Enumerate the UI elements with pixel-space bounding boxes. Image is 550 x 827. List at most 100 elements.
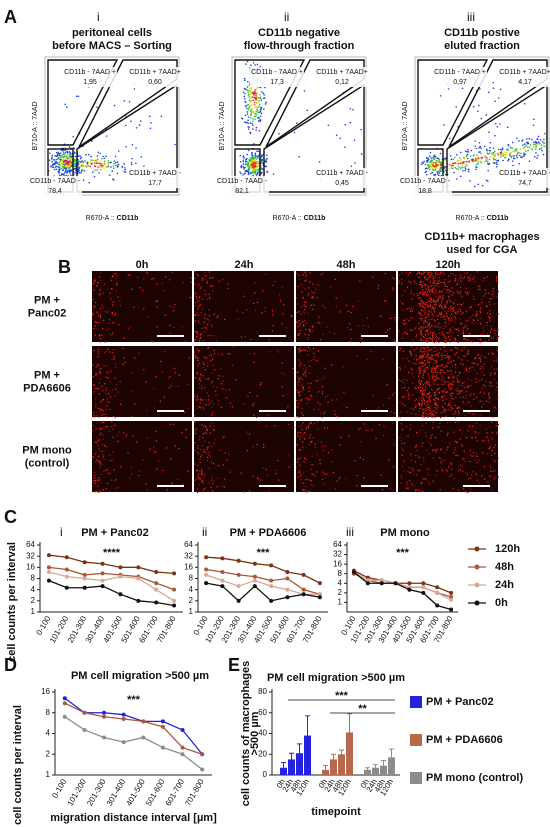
- cell: [448, 382, 450, 384]
- cell: [431, 348, 433, 350]
- data-point: [160, 745, 165, 750]
- cell: [430, 435, 432, 437]
- cell: [455, 440, 457, 443]
- cell: [420, 273, 422, 275]
- legend-label: 120h: [495, 543, 520, 555]
- cell: [115, 487, 117, 489]
- cell: [112, 275, 115, 277]
- cell: [444, 372, 446, 374]
- cell: [392, 466, 395, 468]
- cell: [217, 314, 219, 317]
- cell: [200, 287, 202, 289]
- cell: [111, 425, 113, 428]
- cell: [203, 408, 205, 410]
- event-dot: [509, 152, 512, 154]
- cell: [450, 279, 452, 282]
- cell: [461, 445, 463, 447]
- cell: [490, 381, 492, 384]
- cell: [331, 461, 333, 463]
- data-point: [100, 584, 105, 589]
- cell: [479, 311, 482, 313]
- gate-label: CD11b + 7AAD -: [499, 170, 550, 177]
- cell: [347, 310, 350, 313]
- cell: [158, 460, 160, 462]
- cell: [98, 371, 101, 373]
- event-dot: [257, 111, 259, 113]
- cell: [111, 358, 113, 360]
- cell: [453, 302, 455, 304]
- cell: [323, 427, 326, 429]
- cell: [454, 412, 456, 414]
- cell: [459, 469, 461, 471]
- y-axis-label: B710-A :: 7AAD: [32, 101, 39, 150]
- cell: [430, 309, 432, 311]
- cell: [458, 406, 460, 408]
- data-point: [180, 727, 185, 732]
- cell: [463, 338, 465, 340]
- event-dot: [480, 147, 482, 149]
- cell: [431, 377, 433, 379]
- cell: [305, 375, 307, 377]
- cell: [95, 461, 97, 463]
- cell: [314, 446, 316, 448]
- cell: [392, 289, 394, 291]
- event-dot: [252, 111, 254, 114]
- event-dot: [465, 160, 468, 163]
- event-dot: [542, 145, 545, 147]
- cell: [415, 347, 417, 349]
- cell: [437, 405, 439, 407]
- cell: [199, 296, 201, 298]
- cell: [174, 304, 176, 306]
- event-dot: [96, 169, 99, 172]
- data-point: [252, 578, 257, 583]
- y-tick-label: 2: [189, 596, 194, 605]
- cell: [283, 373, 285, 376]
- cell: [248, 353, 251, 355]
- cell: [466, 293, 469, 295]
- cell: [440, 290, 443, 292]
- cell: [205, 319, 207, 321]
- cell: [194, 271, 197, 273]
- cell: [300, 349, 303, 351]
- cell: [446, 289, 448, 291]
- cell: [108, 333, 110, 335]
- event-dot: [528, 146, 531, 148]
- cell: [452, 310, 454, 312]
- data-point: [421, 585, 426, 590]
- cell: [301, 306, 303, 308]
- cell: [210, 277, 212, 279]
- cell: [435, 285, 437, 287]
- event-dot: [244, 114, 247, 117]
- cell: [98, 445, 100, 447]
- cell: [187, 470, 189, 472]
- event-dot: [457, 162, 459, 165]
- cell: [92, 314, 94, 316]
- cell: [438, 280, 440, 282]
- event-dot: [52, 166, 55, 168]
- cell: [429, 304, 432, 307]
- cell: [118, 431, 120, 433]
- cell: [425, 382, 428, 384]
- cell: [377, 407, 380, 409]
- cell: [428, 409, 430, 411]
- cell: [362, 458, 364, 461]
- cell: [424, 331, 426, 333]
- cell: [287, 393, 289, 396]
- cell: [465, 397, 467, 400]
- event-dot: [245, 159, 247, 161]
- cell: [475, 453, 478, 455]
- data-point: [317, 595, 322, 600]
- cell: [471, 413, 473, 415]
- cell: [415, 454, 417, 457]
- cell: [404, 404, 406, 406]
- cell: [460, 390, 462, 393]
- cell: [470, 393, 472, 395]
- cell: [107, 377, 109, 379]
- cell: [473, 298, 475, 300]
- cell: [109, 381, 111, 383]
- cell: [458, 381, 461, 383]
- cell: [488, 315, 490, 318]
- event-dot: [457, 168, 460, 171]
- cell: [491, 365, 493, 367]
- cell: [356, 474, 358, 477]
